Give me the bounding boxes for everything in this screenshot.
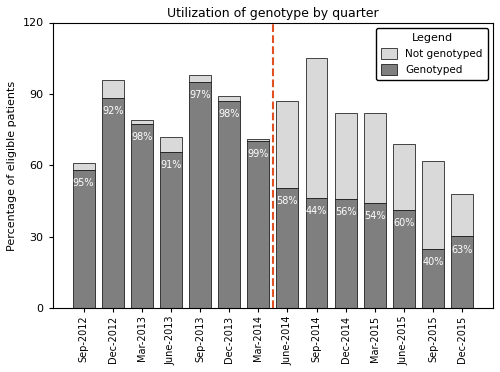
Bar	[334, 199, 356, 308]
Bar	[131, 120, 152, 124]
Bar	[72, 163, 94, 170]
Bar	[364, 113, 386, 203]
Bar	[276, 101, 298, 188]
Bar	[218, 100, 240, 308]
Bar	[248, 139, 269, 141]
Bar	[218, 96, 240, 100]
Bar	[189, 75, 211, 82]
Bar	[393, 210, 415, 308]
Bar	[393, 144, 415, 210]
Bar	[306, 198, 328, 308]
Bar	[102, 80, 124, 98]
Bar	[131, 124, 152, 308]
Bar	[422, 249, 444, 308]
Text: 92%: 92%	[102, 106, 124, 116]
Bar	[160, 153, 182, 308]
Text: 54%: 54%	[364, 211, 386, 221]
Text: 98%: 98%	[131, 132, 152, 142]
Bar	[364, 203, 386, 308]
Text: 95%: 95%	[73, 179, 94, 189]
Text: 91%: 91%	[160, 160, 182, 170]
Bar	[248, 141, 269, 308]
Text: 63%: 63%	[452, 244, 473, 254]
Text: 58%: 58%	[276, 196, 298, 206]
Bar	[72, 170, 94, 308]
Legend: Not genotyped, Genotyped: Not genotyped, Genotyped	[376, 28, 488, 80]
Bar	[306, 58, 328, 198]
Text: 60%: 60%	[393, 218, 414, 228]
Bar	[422, 161, 444, 249]
Text: 97%: 97%	[190, 90, 211, 100]
Bar	[276, 188, 298, 308]
Title: Utilization of genotype by quarter: Utilization of genotype by quarter	[167, 7, 378, 20]
Text: 99%: 99%	[248, 149, 269, 159]
Y-axis label: Percentage of eligible patients: Percentage of eligible patients	[7, 80, 17, 251]
Bar	[451, 194, 473, 237]
Bar	[451, 237, 473, 308]
Text: 56%: 56%	[335, 207, 356, 217]
Text: 98%: 98%	[218, 109, 240, 119]
Text: 44%: 44%	[306, 206, 327, 217]
Bar	[189, 82, 211, 308]
Bar	[160, 137, 182, 153]
Bar	[102, 98, 124, 308]
Bar	[334, 113, 356, 199]
Text: 40%: 40%	[422, 257, 444, 267]
